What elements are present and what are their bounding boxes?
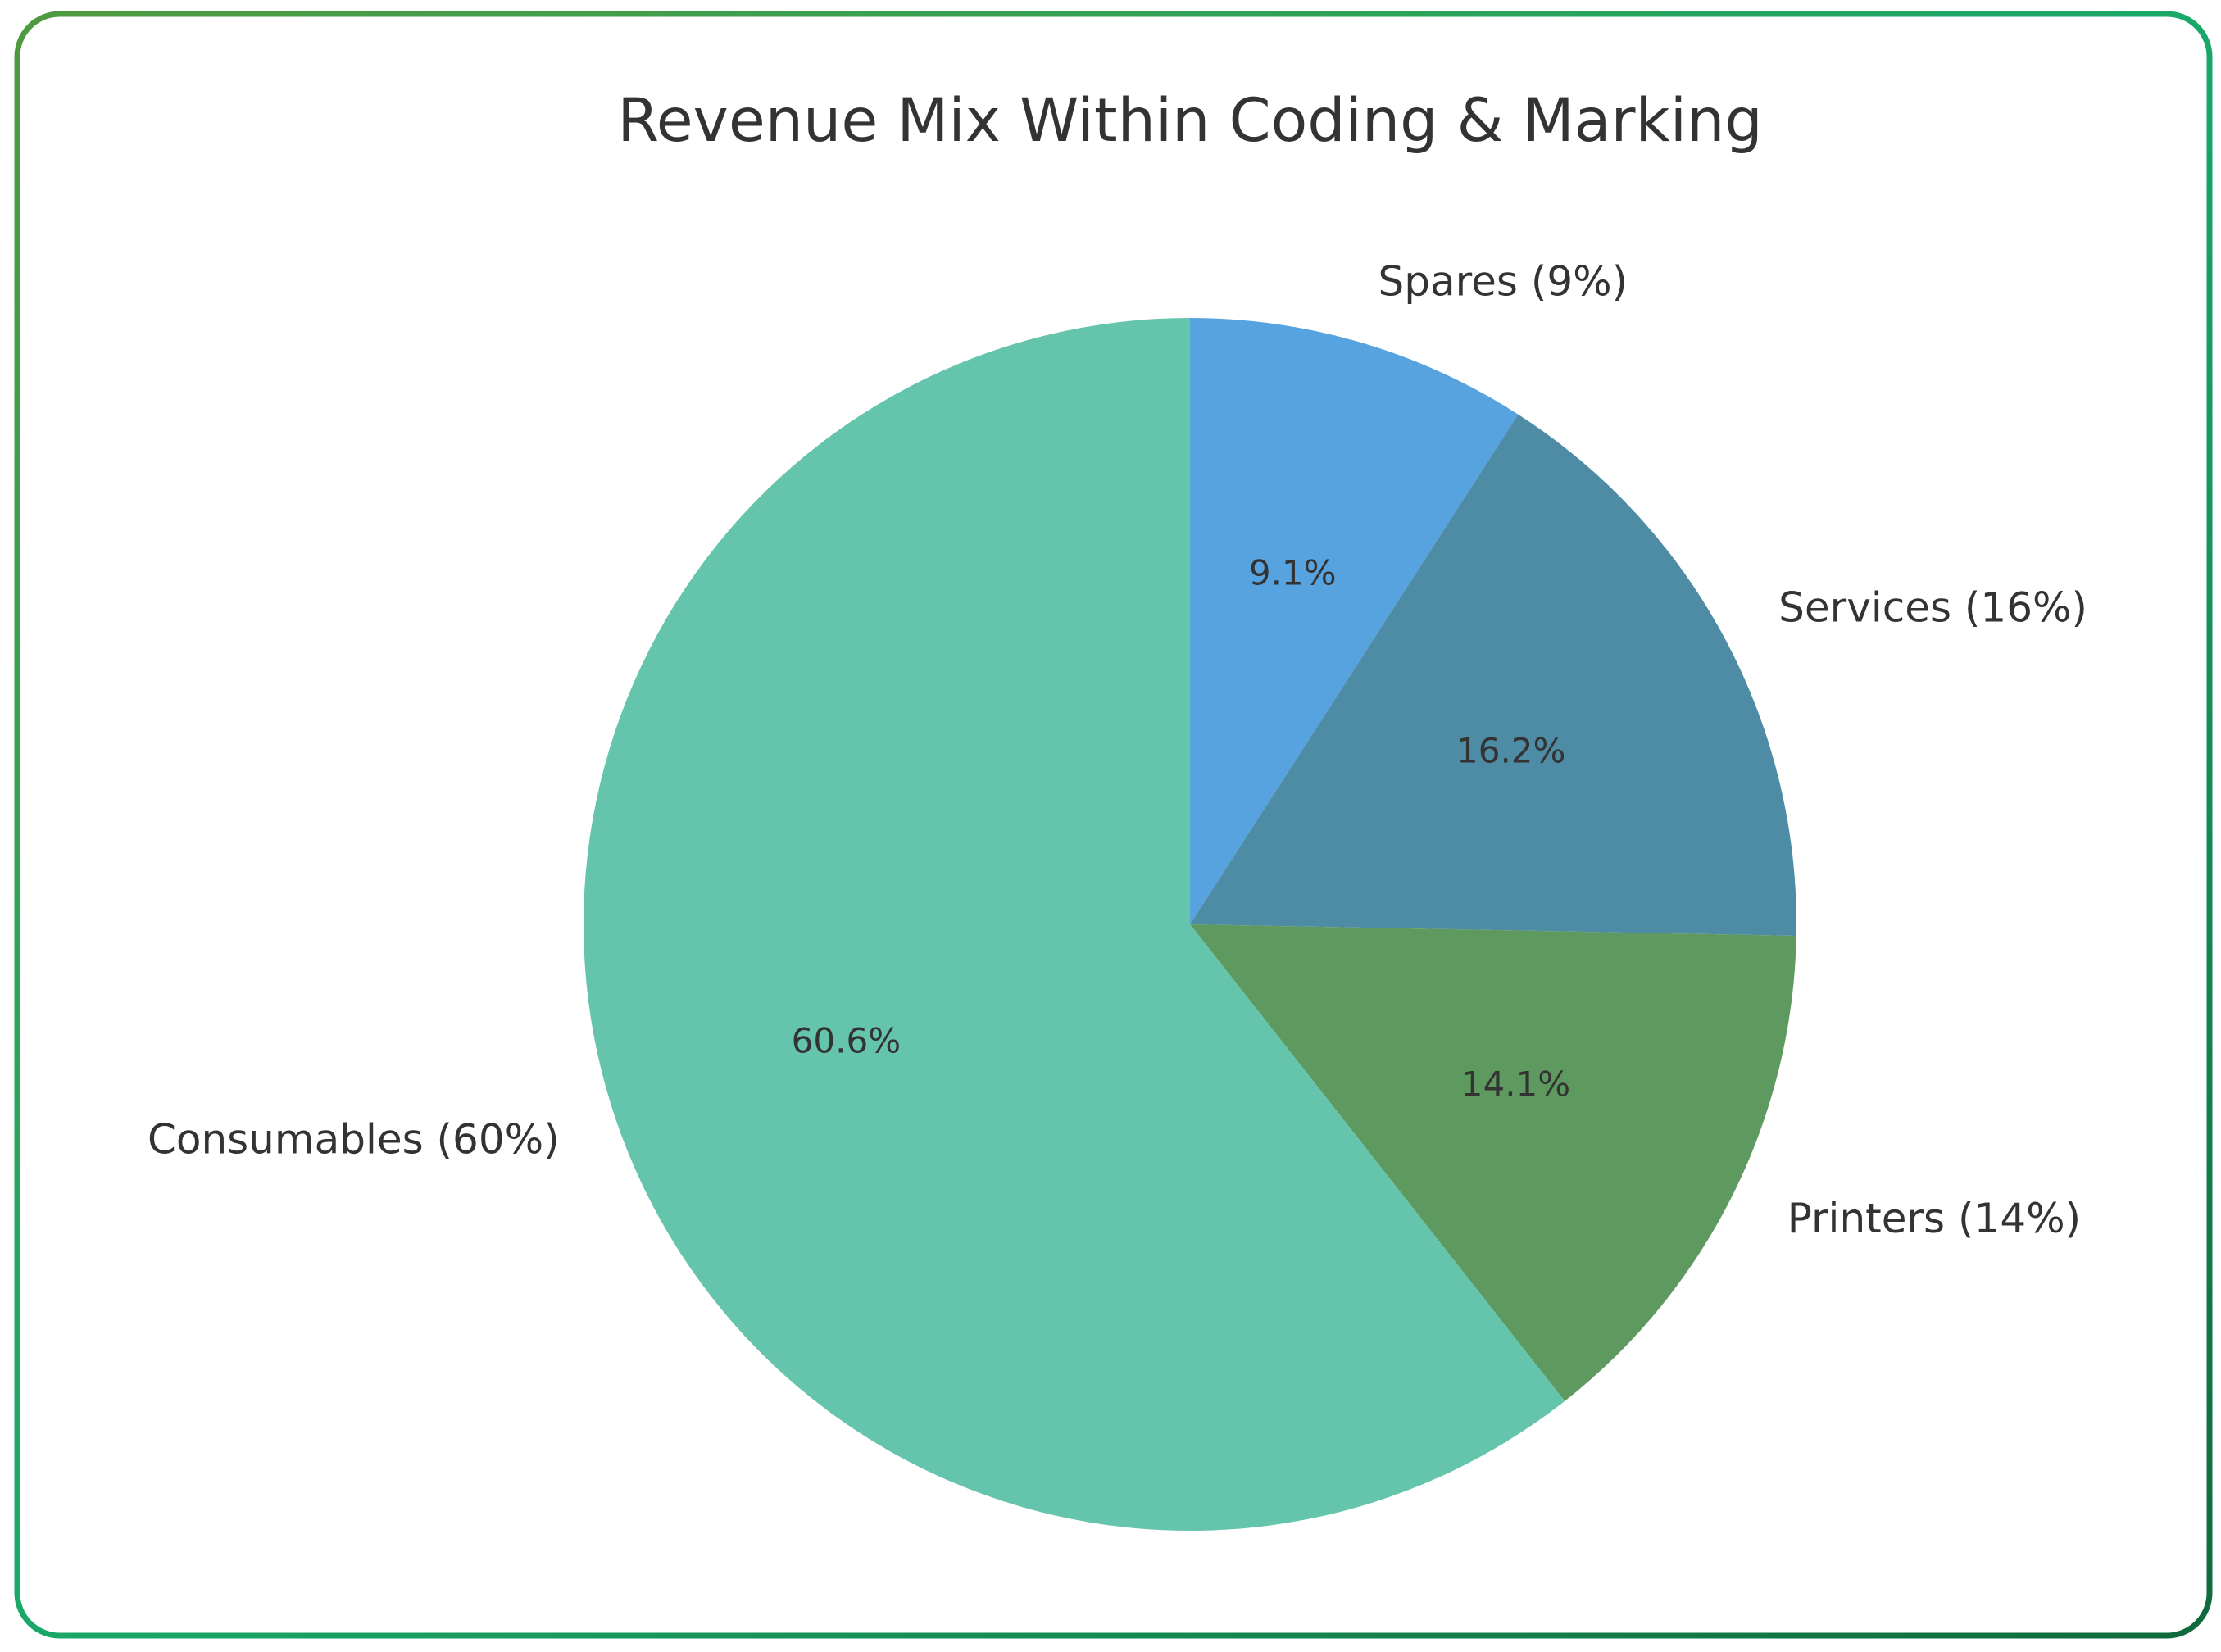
chart-title: Revenue Mix Within Coding & Marking xyxy=(617,86,1762,156)
pie-slice xyxy=(583,318,1565,1531)
pie-slice xyxy=(1190,414,1796,936)
pie-slice xyxy=(1190,318,1519,924)
slice-label: Spares (9%) xyxy=(1378,258,1628,306)
pie-slice xyxy=(1190,924,1796,1401)
value-label: 16.2% xyxy=(1456,731,1565,771)
value-label: 9.1% xyxy=(1249,553,1337,593)
value-label: 14.1% xyxy=(1461,1064,1570,1104)
slice-label: Services (16%) xyxy=(1778,583,2087,631)
slice-label: Consumables (60%) xyxy=(148,1116,560,1164)
value-label: 60.6% xyxy=(792,1021,901,1061)
slice-label: Printers (14%) xyxy=(1787,1195,2081,1242)
